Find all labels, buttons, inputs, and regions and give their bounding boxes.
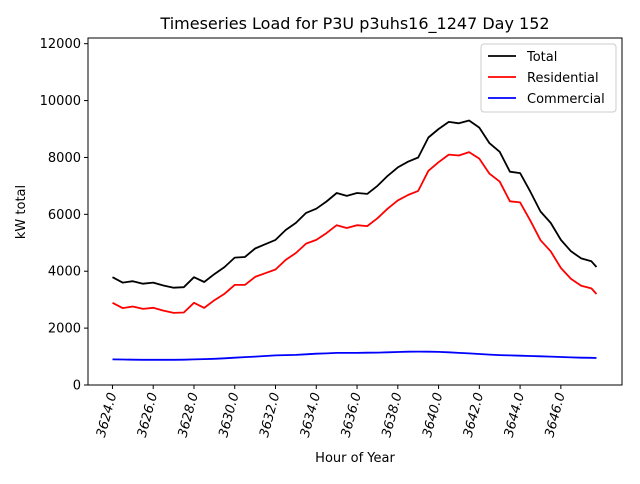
x-tick-label: 3634.0	[298, 391, 324, 439]
x-tick-label: 3626.0	[135, 391, 161, 439]
x-tick-label: 3632.0	[257, 391, 283, 439]
legend-label-residential: Residential	[527, 71, 599, 86]
axes-frame	[87, 37, 623, 386]
x-tick-label: 3638.0	[379, 391, 405, 439]
x-tick-label: 3628.0	[176, 391, 202, 439]
y-tick-label: 10000	[40, 94, 81, 109]
legend-label-commercial: Commercial	[527, 92, 605, 107]
x-tick-label: 3624.0	[94, 391, 120, 439]
y-tick-label: 0	[73, 379, 81, 394]
x-axis-label: Hour of Year	[315, 451, 395, 466]
y-axis-label: kW total	[14, 185, 29, 239]
y-tick-label: 6000	[48, 208, 81, 223]
y-tick-label: 12000	[40, 37, 81, 52]
series-line-commercial	[112, 350, 597, 361]
legend-box	[480, 43, 617, 113]
y-tick-label: 4000	[48, 265, 81, 280]
chart-title: Timeseries Load for P3U p3uhs16_1247 Day…	[159, 14, 549, 34]
legend-label-total: Total	[526, 50, 557, 65]
y-tick-label: 2000	[48, 322, 81, 337]
x-tick-label: 3640.0	[420, 391, 446, 439]
x-tick-label: 3642.0	[461, 391, 487, 439]
series-line-residential	[112, 151, 598, 314]
x-tick-label: 3636.0	[339, 391, 365, 439]
y-tick-label: 8000	[48, 151, 81, 166]
x-tick-label: 3630.0	[216, 391, 242, 439]
legend: Total Residential Commercial	[480, 43, 617, 113]
x-tick-label: 3644.0	[502, 391, 528, 439]
series-line-total	[112, 119, 598, 289]
x-tick-label: 3646.0	[542, 391, 568, 439]
